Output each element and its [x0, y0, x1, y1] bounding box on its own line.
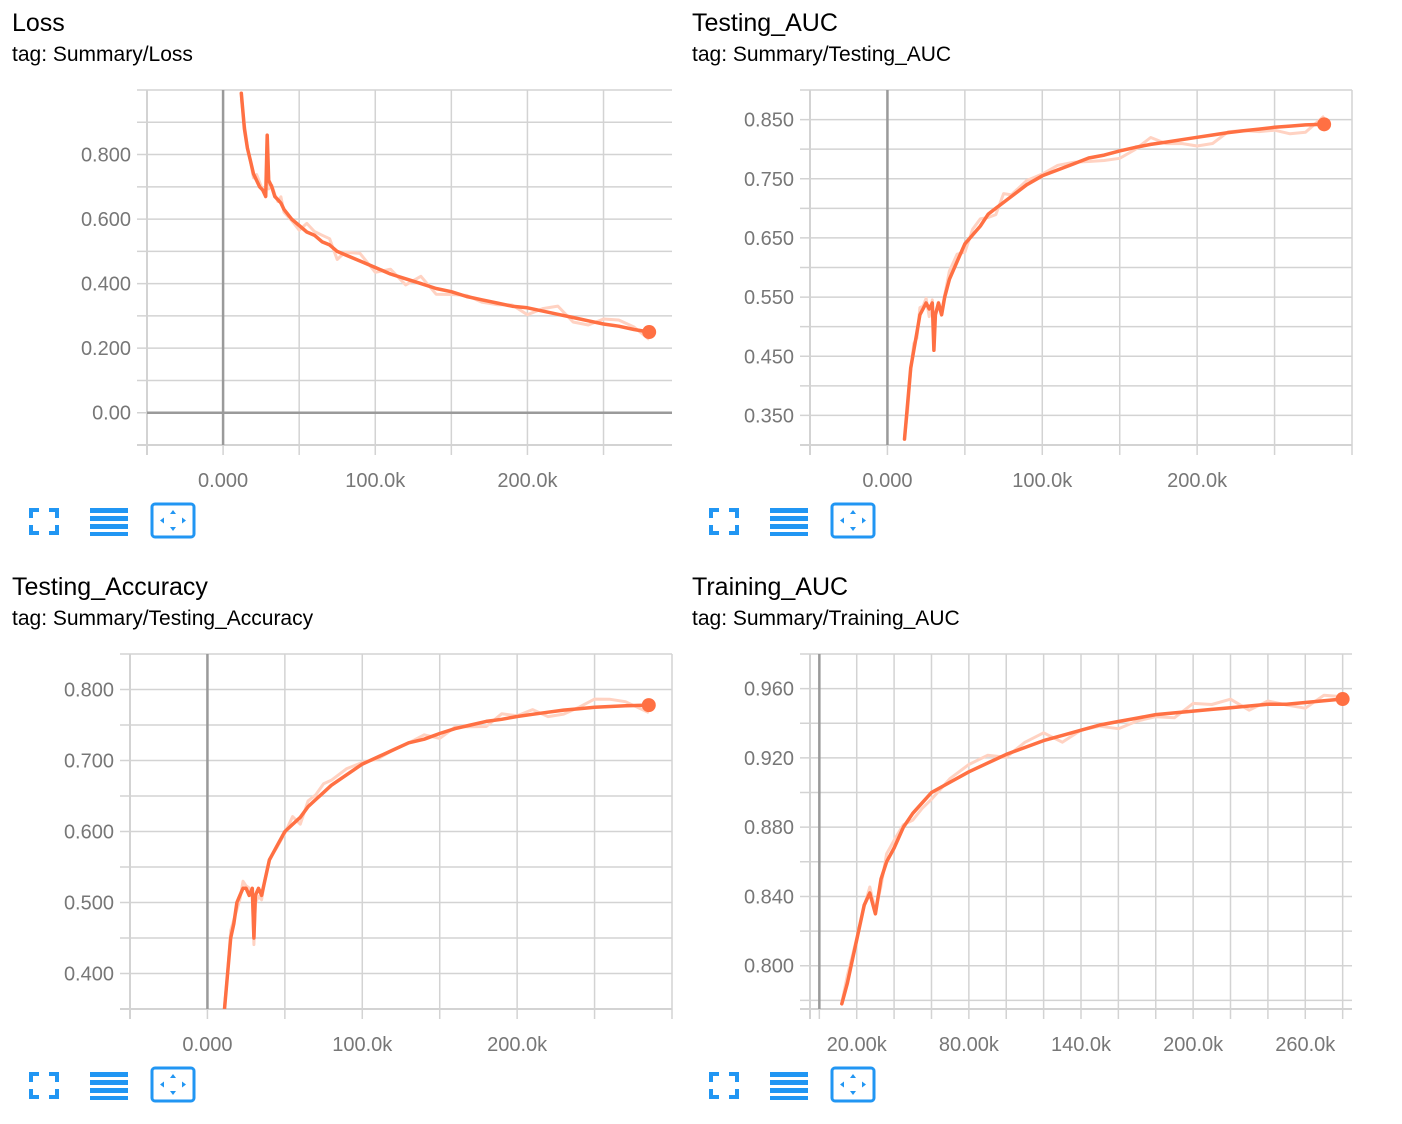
fullscreen-icon — [709, 1072, 739, 1099]
x-tick-label: 200.0k — [487, 1034, 548, 1056]
fit-to-data-icon — [150, 1066, 196, 1103]
series-raw-line — [903, 114, 1326, 438]
y-tick-label: 0.880 — [744, 817, 794, 839]
fullscreen-icon — [29, 1072, 59, 1099]
chart-tag: tag: Summary/Testing_AUC — [692, 43, 952, 66]
x-tick-label: 200.0k — [497, 470, 558, 492]
x-tick-label: 200.0k — [1167, 470, 1228, 492]
chart-plot[interactable]: 20.00k 80.00k 140.0k 200.0k 260.0k 0.800 0.840… — [692, 644, 1372, 1064]
series-line — [902, 122, 1326, 441]
fullscreen-button[interactable] — [708, 1064, 740, 1104]
x-tick-label: 200.0k — [1163, 1034, 1224, 1056]
list-icon — [90, 1072, 128, 1100]
y-tick-label: 0.750 — [744, 169, 794, 191]
x-tick-label: 100.0k — [332, 1034, 393, 1056]
toggle-log-scale-button[interactable] — [770, 500, 808, 540]
chart-tag: tag: Summary/Testing_Accuracy — [12, 607, 314, 630]
y-tick-label: 0.850 — [744, 110, 794, 132]
fit-domain-button[interactable] — [150, 500, 196, 540]
chart-card-testing-accuracy: Testing_Accuracy tag: Summary/Testing_Ac… — [12, 564, 692, 1124]
y-tick-label: 0.800 — [744, 956, 794, 978]
x-tick-label: 0.000 — [862, 470, 912, 492]
fit-domain-button[interactable] — [150, 1064, 196, 1104]
chart-card-loss: Loss tag: Summary/Loss 0.000 100.0k 200.0k… — [12, 0, 692, 560]
series-line — [239, 91, 651, 334]
y-tick-label: 0.350 — [744, 405, 794, 427]
fullscreen-button[interactable] — [28, 1064, 60, 1104]
fullscreen-button[interactable] — [708, 500, 740, 540]
series-end-point — [1335, 692, 1350, 707]
y-tick-label: 0.700 — [64, 751, 114, 773]
y-tick-label: 0.00 — [92, 403, 131, 425]
y-tick-label: 0.500 — [64, 893, 114, 915]
y-tick-label: 0.840 — [744, 886, 794, 908]
series-end-point — [642, 325, 657, 340]
series-raw-line — [223, 697, 650, 1007]
plot-area — [239, 91, 651, 341]
plot-area — [222, 697, 651, 1009]
chart-plot[interactable]: 0.000 100.0k 200.0k 0.400 0.500 0.600 0.700 0.8… — [12, 644, 692, 1064]
fit-to-data-icon — [150, 502, 196, 539]
chart-tag: tag: Summary/Training_AUC — [692, 607, 960, 630]
plot-area — [902, 114, 1326, 441]
fit-domain-button[interactable] — [830, 500, 876, 540]
chart-plot[interactable]: 0.000 100.0k 200.0k 0.350 0.450 0.550 0.650 0.7… — [692, 80, 1372, 500]
list-icon — [770, 508, 808, 536]
y-tick-label: 0.200 — [81, 338, 131, 360]
y-tick-label: 0.800 — [81, 145, 131, 167]
y-tick-label: 0.960 — [744, 679, 794, 701]
chart-plot[interactable]: 0.000 100.0k 200.0k 0.00 0.200 0.400 0.600 0.80… — [12, 80, 692, 500]
x-tick-label: 0.000 — [182, 1034, 232, 1056]
fullscreen-button[interactable] — [28, 500, 60, 540]
y-tick-label: 0.400 — [64, 964, 114, 986]
toggle-log-scale-button[interactable] — [90, 1064, 128, 1104]
x-tick-label: 80.00k — [939, 1034, 1000, 1056]
toggle-log-scale-button[interactable] — [90, 500, 128, 540]
y-tick-label: 0.800 — [64, 680, 114, 702]
fullscreen-icon — [29, 508, 59, 535]
y-tick-label: 0.650 — [744, 228, 794, 250]
chart-title: Loss — [12, 9, 65, 37]
y-tick-label: 0.920 — [744, 748, 794, 770]
chart-title: Testing_AUC — [692, 9, 838, 37]
x-tick-label: 0.000 — [198, 470, 248, 492]
y-tick-label: 0.400 — [81, 274, 131, 296]
series-end-point — [1317, 117, 1332, 132]
x-tick-label: 100.0k — [1012, 470, 1073, 492]
x-tick-label: 260.0k — [1275, 1034, 1336, 1056]
chart-card-testing-auc: Testing_AUC tag: Summary/Testing_AUC 0.0… — [692, 0, 1372, 560]
y-tick-label: 0.550 — [744, 287, 794, 309]
fit-to-data-icon — [830, 502, 876, 539]
fullscreen-icon — [709, 508, 739, 535]
chart-tag: tag: Summary/Loss — [12, 43, 193, 66]
x-tick-label: 100.0k — [345, 470, 406, 492]
list-icon — [90, 508, 128, 536]
series-line — [222, 703, 651, 1009]
chart-title: Training_AUC — [692, 573, 849, 601]
chart-title: Testing_Accuracy — [12, 573, 208, 601]
y-tick-label: 0.600 — [64, 822, 114, 844]
series-end-point — [641, 698, 656, 713]
fit-domain-button[interactable] — [830, 1064, 876, 1104]
x-tick-label: 20.00k — [827, 1034, 888, 1056]
plot-area — [840, 693, 1345, 1006]
list-icon — [770, 1072, 808, 1100]
y-tick-label: 0.450 — [744, 346, 794, 368]
series-line — [840, 697, 1345, 1006]
x-tick-label: 140.0k — [1051, 1034, 1112, 1056]
fit-to-data-icon — [830, 1066, 876, 1103]
toggle-log-scale-button[interactable] — [770, 1064, 808, 1104]
chart-card-training-auc: Training_AUC tag: Summary/Training_AUC 2… — [692, 564, 1372, 1124]
y-tick-label: 0.600 — [81, 209, 131, 231]
